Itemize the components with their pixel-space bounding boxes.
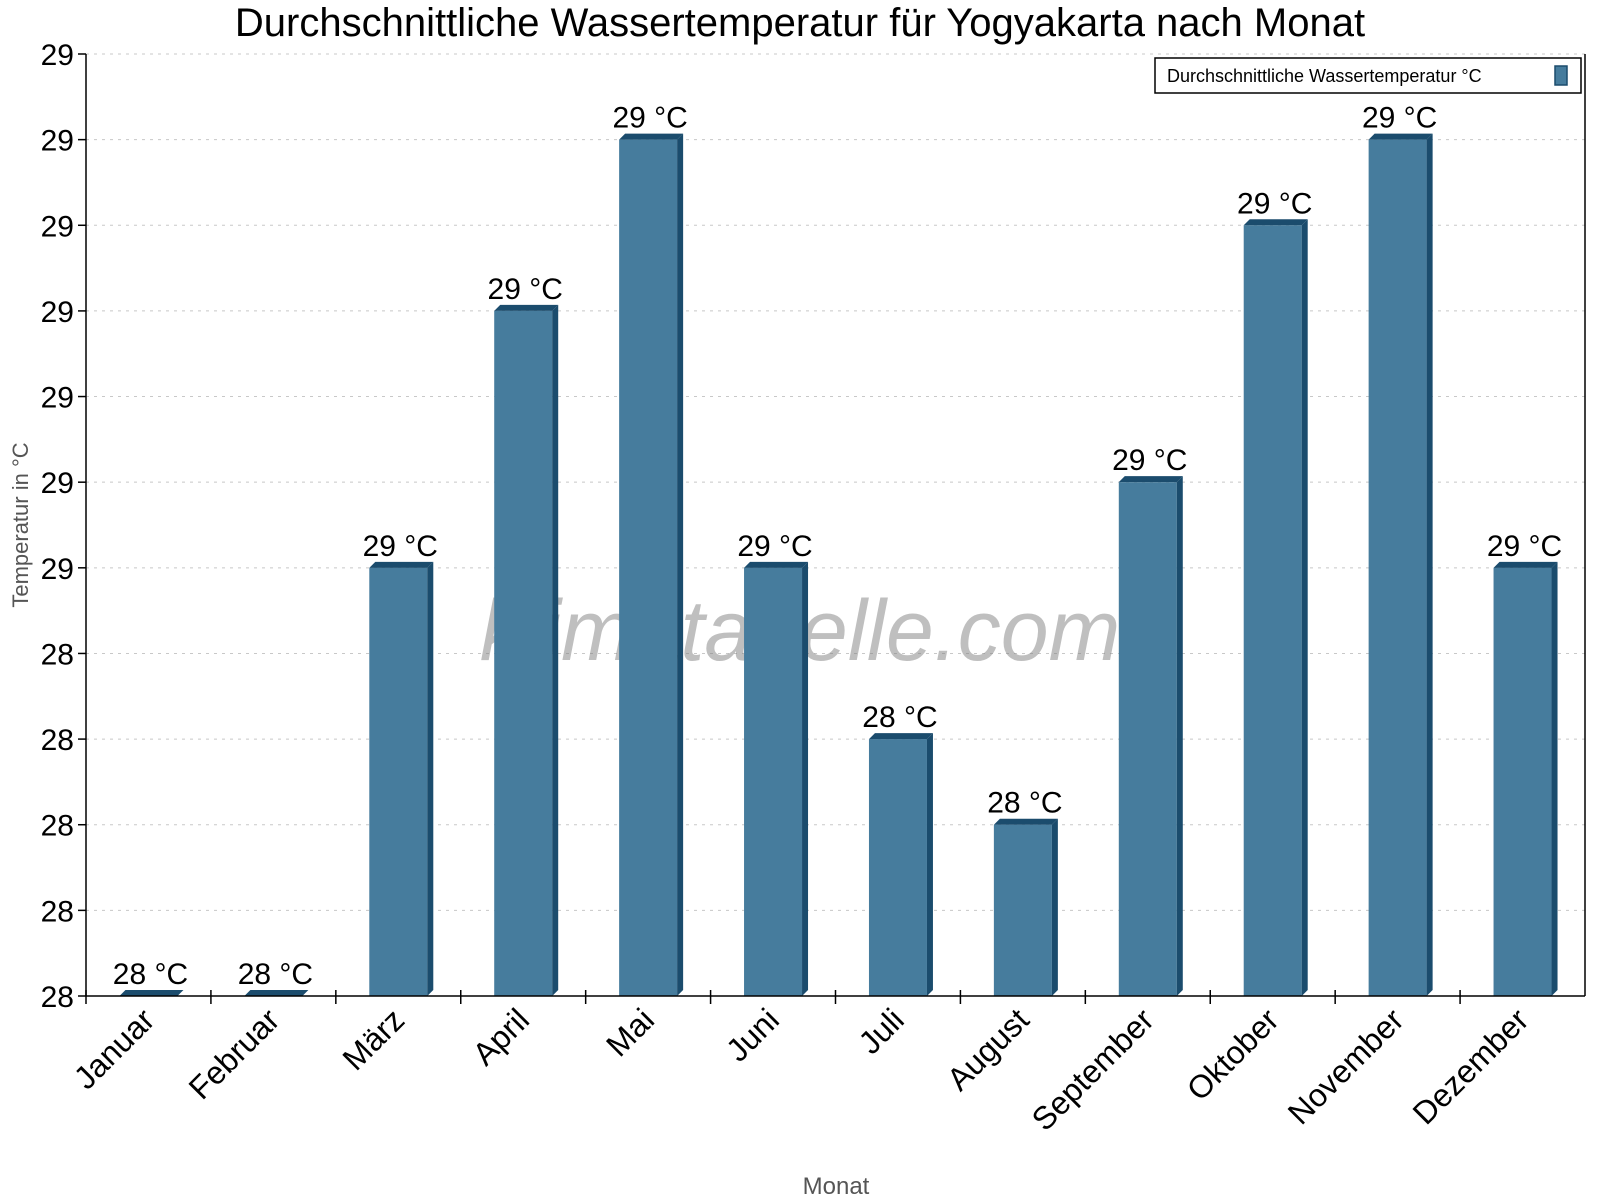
- x-tick-label: Mai: [599, 1001, 661, 1063]
- y-tick-label: 28: [41, 810, 74, 843]
- bar-side: [1051, 818, 1058, 996]
- data-label: 28 °C: [238, 958, 313, 991]
- bar-side: [552, 304, 559, 997]
- legend-swatch: [1554, 65, 1568, 86]
- bar: [1243, 225, 1302, 997]
- x-axis-ticks: Januar Februar März April Mai Juni Juli AugustS…: [67, 990, 1536, 1138]
- bar-top: [868, 733, 933, 740]
- bar-side: [677, 133, 684, 997]
- data-label: 29 °C: [1362, 102, 1437, 135]
- bar-side: [1551, 561, 1558, 996]
- x-tick-label: November: [1281, 1001, 1411, 1131]
- bar-top: [744, 561, 809, 568]
- bar-top: [1493, 561, 1558, 568]
- x-tick-label: Februar: [182, 1001, 287, 1106]
- y-tick-label: 29: [41, 382, 74, 415]
- bar-side: [1301, 219, 1308, 997]
- legend-label: Durchschnittliche Wassertemperatur °C: [1167, 66, 1482, 86]
- data-label: 29 °C: [363, 530, 438, 563]
- x-tick-label: September: [1025, 1001, 1161, 1137]
- x-axis-title: Monat: [803, 1173, 870, 1200]
- bar: [993, 824, 1052, 996]
- bar-top: [494, 304, 559, 311]
- bar: [1493, 567, 1552, 996]
- bar-side: [802, 561, 809, 996]
- y-tick-label: 28: [41, 895, 74, 928]
- data-label: 28 °C: [987, 787, 1062, 820]
- gridlines: [86, 53, 1585, 911]
- y-tick-label: 29: [41, 125, 74, 158]
- bar: [1368, 139, 1427, 997]
- y-tick-label: 29: [41, 210, 74, 243]
- bar: [868, 739, 927, 996]
- x-tick-label: Oktober: [1180, 1001, 1286, 1107]
- bar-top: [993, 818, 1058, 825]
- bar-top: [1368, 133, 1433, 140]
- data-label: 29 °C: [1237, 187, 1312, 220]
- legend-box: [1154, 57, 1582, 94]
- bars: 28 °C 28 °C 29 °C 29 °C 29 °C 29 °C 28 °C 28 °C…: [113, 102, 1562, 997]
- bar-top: [1118, 476, 1183, 483]
- bar: [494, 310, 553, 997]
- bar-top: [1243, 219, 1308, 226]
- y-tick-label: 28: [41, 981, 74, 1014]
- legend: Durchschnittliche Wassertemperatur °C: [1154, 57, 1582, 94]
- y-tick-label: 29: [41, 553, 74, 586]
- bar-side: [1176, 476, 1183, 996]
- x-tick-label: Januar: [67, 1001, 162, 1096]
- x-tick-label: Juni: [719, 1001, 786, 1068]
- x-tick-label: Juli: [852, 1001, 911, 1060]
- data-label: 29 °C: [1487, 530, 1562, 563]
- bar-top: [369, 561, 434, 568]
- y-tick-label: 28: [41, 638, 74, 671]
- y-tick-label: 29: [41, 39, 74, 72]
- bar-side: [1426, 133, 1433, 997]
- data-label: 28 °C: [862, 701, 937, 734]
- y-tick-label: 29: [41, 467, 74, 500]
- y-tick-label: 28: [41, 724, 74, 757]
- data-label: 29 °C: [488, 273, 563, 306]
- y-tick-label: 29: [41, 296, 74, 329]
- axes: [85, 54, 1586, 997]
- x-tick-label: April: [465, 1001, 536, 1072]
- data-label: 28 °C: [113, 958, 188, 991]
- bar-top: [119, 990, 184, 996]
- y-axis-title: Temperatur in °C: [8, 442, 33, 607]
- x-tick-label: Dezember: [1406, 1001, 1536, 1131]
- bar-side: [427, 561, 434, 996]
- chart-title: Durchschnittliche Wassertemperatur für Y…: [235, 1, 1365, 45]
- bar-side: [926, 733, 933, 996]
- bar: [744, 567, 803, 996]
- data-label: 29 °C: [737, 530, 812, 563]
- x-tick-label: März: [336, 1001, 412, 1077]
- x-tick-label: August: [940, 1001, 1036, 1097]
- bar-top: [244, 990, 309, 996]
- data-label: 29 °C: [612, 102, 687, 135]
- bar-top: [619, 133, 684, 140]
- bar: [369, 567, 428, 996]
- bar: [619, 139, 678, 997]
- bar: [1118, 482, 1177, 996]
- data-label: 29 °C: [1112, 444, 1187, 477]
- y-axis-ticks: 28 28 28 28 28 29 29 29 29 29 29 29: [41, 39, 86, 1014]
